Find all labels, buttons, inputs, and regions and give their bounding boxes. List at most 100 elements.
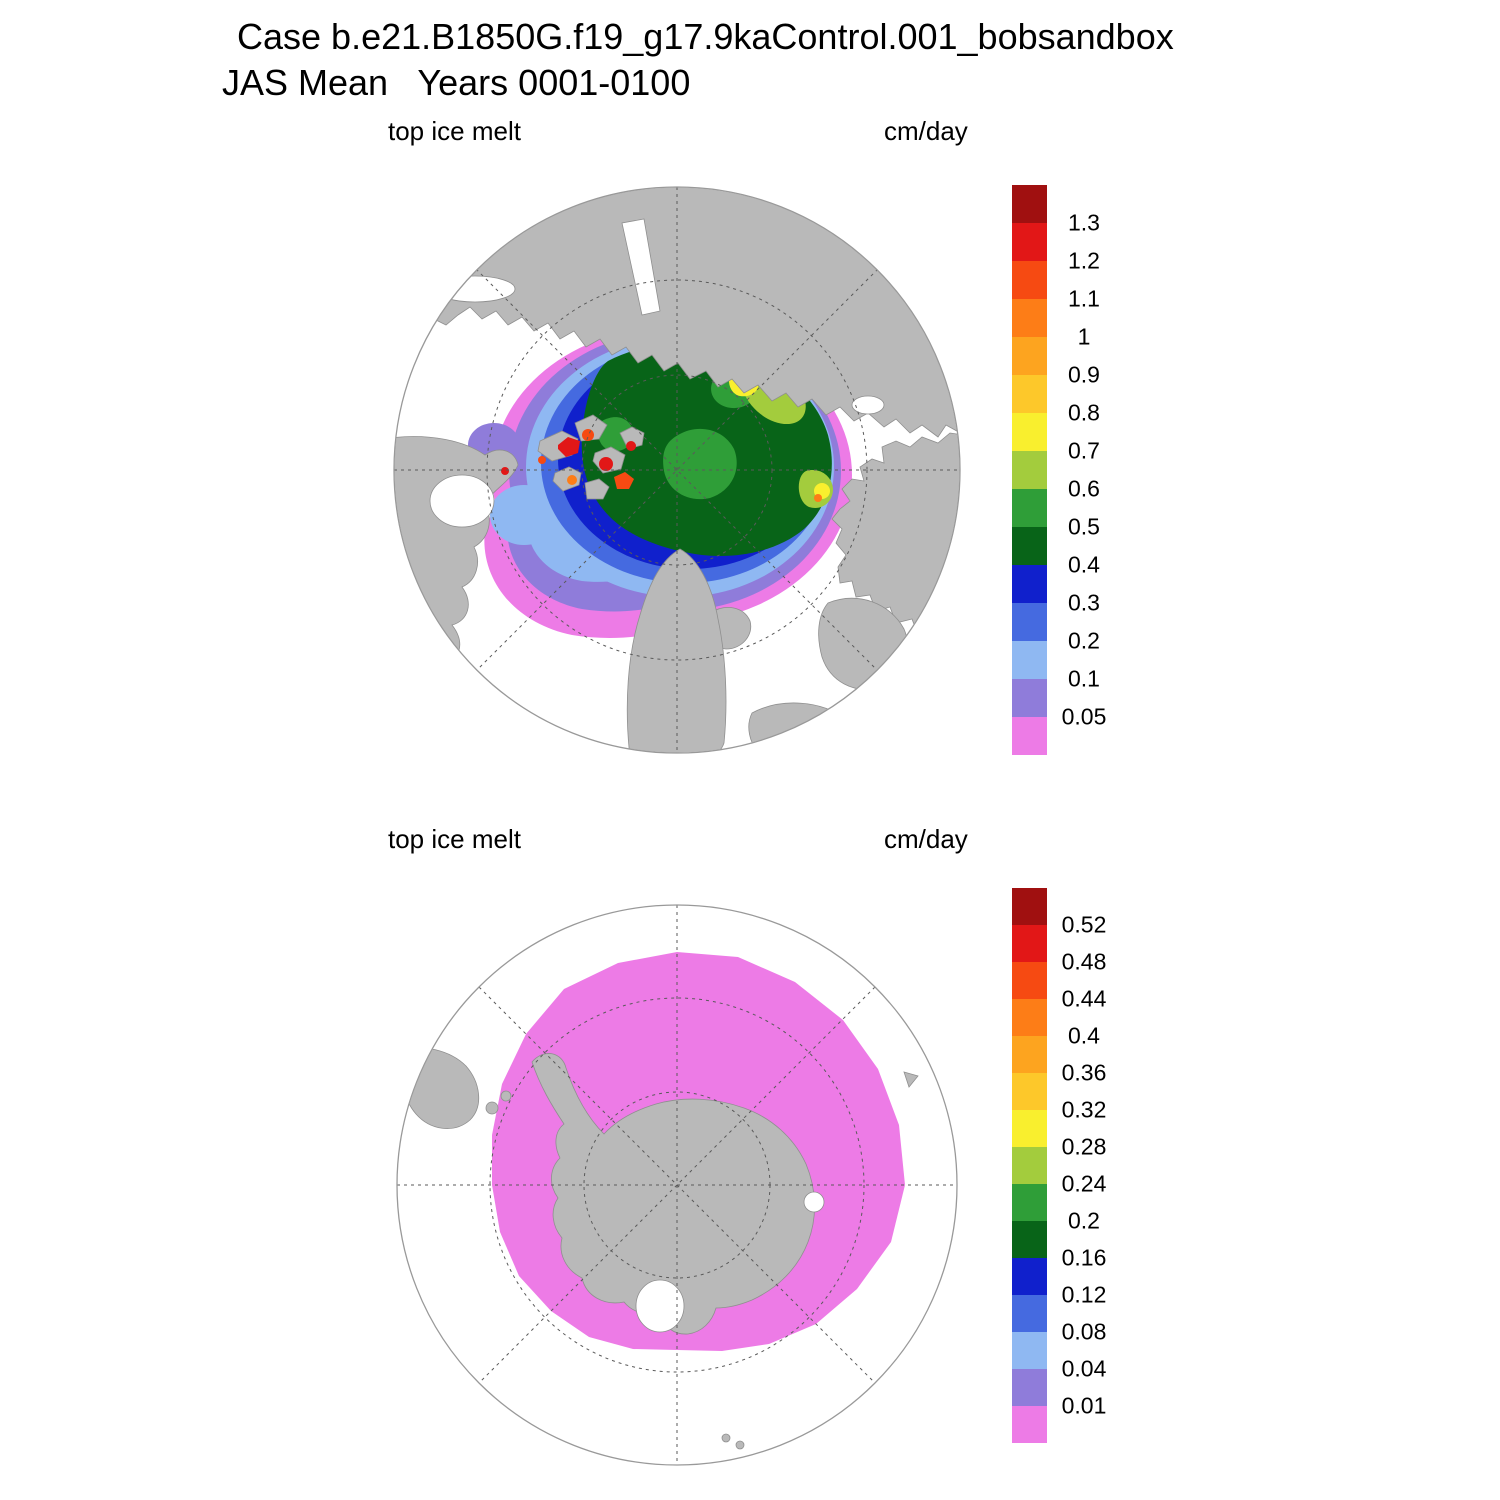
colorbar-south: 0.52 0.48 0.44 0.4 0.36 0.32 0.28 0.24 0.2 0.16 0.… bbox=[1012, 888, 1162, 1443]
melt-1.1-1.2 bbox=[614, 472, 634, 489]
south-graticule bbox=[397, 905, 957, 1465]
melt-1.1-1.2 bbox=[582, 429, 594, 441]
colorbar-tick-label: 0.05 bbox=[1061, 703, 1107, 730]
colorbar-tick-label: 0.01 bbox=[1061, 1392, 1107, 1419]
east-ice-shelf-notch bbox=[803, 1191, 825, 1213]
colorbar-tick-label: 0.2 bbox=[1068, 627, 1100, 654]
colorbar-segment bbox=[1012, 925, 1047, 962]
colorbar-tick-label: 0.4 bbox=[1068, 1022, 1100, 1049]
colorbar-tick-label: 0.7 bbox=[1068, 437, 1100, 464]
colorbar-tick-label: 0.5 bbox=[1068, 513, 1100, 540]
greenland bbox=[626, 548, 727, 753]
eurasia-landmass bbox=[394, 187, 960, 438]
colorbar-north-colors bbox=[1012, 185, 1047, 755]
colorbar-segment bbox=[1012, 888, 1047, 925]
inland-sea bbox=[434, 275, 516, 303]
colorbar-tick-label: 0.6 bbox=[1068, 475, 1100, 502]
colorbar-segment bbox=[1012, 1406, 1047, 1443]
colorbar-tick-label: 1.2 bbox=[1068, 247, 1100, 274]
colorbar-segment bbox=[1012, 603, 1047, 641]
colorbar-north: 1.3 1.2 1.1 1 0.9 0.8 0.7 0.6 0.5 0.4 0.3 0.2 0.1 0.0… bbox=[1012, 185, 1162, 755]
north-units-label: cm/day bbox=[884, 116, 968, 146]
small-island bbox=[721, 1433, 731, 1443]
colorbar-segment bbox=[1012, 1258, 1047, 1295]
north-field-label: top ice melt bbox=[388, 116, 521, 146]
colorbar-segment bbox=[1012, 261, 1047, 299]
colorbar-tick-label: 0.04 bbox=[1061, 1355, 1107, 1382]
ross-ice-shelf-notch bbox=[635, 1279, 685, 1333]
colorbar-tick-label: 0.28 bbox=[1061, 1133, 1107, 1160]
melt-1.0-1.1 bbox=[814, 494, 822, 502]
south-field-label: top ice melt bbox=[388, 824, 521, 854]
small-island bbox=[903, 1071, 919, 1088]
colorbar-segment bbox=[1012, 565, 1047, 603]
archipelago-island bbox=[552, 466, 582, 492]
colorbar-segment bbox=[1012, 337, 1047, 375]
colorbar-segment bbox=[1012, 679, 1047, 717]
figure-title-line2: JAS Mean Years 0001-0100 bbox=[222, 62, 691, 103]
colorbar-north-labels: 1.3 1.2 1.1 1 0.9 0.8 0.7 0.6 0.5 0.4 0.3 0.2 0.1 0.0… bbox=[1012, 185, 1162, 755]
colorbar-segment bbox=[1012, 1295, 1047, 1332]
small-island bbox=[735, 1440, 745, 1450]
colorbar-tick-label: 0.52 bbox=[1061, 911, 1107, 938]
colorbar-tick-label: 0.32 bbox=[1061, 1096, 1107, 1123]
figure-title-line1: Case b.e21.B1850G.f19_g17.9kaControl.001… bbox=[237, 16, 1174, 57]
colorbar-tick-label: 0.8 bbox=[1068, 399, 1100, 426]
colorbar-tick-label: 1.1 bbox=[1068, 285, 1100, 312]
colorbar-tick-label: 0.12 bbox=[1061, 1281, 1107, 1308]
colorbar-tick-label: 0.16 bbox=[1061, 1244, 1107, 1271]
colorbar-tick-label: 0.4 bbox=[1068, 551, 1100, 578]
south-units-label: cm/day bbox=[884, 824, 968, 854]
colorbar-tick-label: 0.1 bbox=[1068, 665, 1100, 692]
colorbar-segment bbox=[1012, 1147, 1047, 1184]
colorbar-segment bbox=[1012, 451, 1047, 489]
colorbar-segment bbox=[1012, 375, 1047, 413]
colorbar-segment bbox=[1012, 1110, 1047, 1147]
melt-1.0-1.1 bbox=[567, 475, 577, 485]
colorbar-segment bbox=[1012, 489, 1047, 527]
map-south-polar bbox=[396, 904, 958, 1466]
archipelago-island bbox=[584, 478, 610, 500]
colorbar-south-colors bbox=[1012, 888, 1047, 1443]
hudson-bay bbox=[429, 474, 495, 528]
colorbar-segment bbox=[1012, 1369, 1047, 1406]
colorbar-segment bbox=[1012, 641, 1047, 679]
colorbar-segment bbox=[1012, 1036, 1047, 1073]
melt-1.2-1.3 bbox=[558, 437, 580, 457]
colorbar-tick-label: 1.3 bbox=[1068, 209, 1100, 236]
colorbar-tick-label: 1 bbox=[1077, 323, 1091, 350]
colorbar-segment bbox=[1012, 1221, 1047, 1258]
colorbar-segment bbox=[1012, 962, 1047, 999]
colorbar-segment bbox=[1012, 527, 1047, 565]
lake bbox=[851, 395, 885, 415]
melt-1.1-1.2 bbox=[538, 456, 546, 464]
south-land bbox=[399, 1047, 919, 1450]
south-map-boundary bbox=[396, 904, 958, 1466]
melt-0.5-0.6 bbox=[663, 428, 737, 500]
colorbar-tick-label: 0.24 bbox=[1061, 1170, 1107, 1197]
strait-channel bbox=[621, 218, 661, 316]
melt-1.2-1.3 bbox=[599, 457, 613, 471]
colorbar-tick-label: 0.44 bbox=[1061, 985, 1107, 1012]
colorbar-tick-label: 0.9 bbox=[1068, 361, 1100, 388]
bottom-right-landmass bbox=[748, 702, 858, 753]
colorbar-tick-label: 0.36 bbox=[1061, 1059, 1107, 1086]
colorbar-segment bbox=[1012, 1073, 1047, 1110]
colorbar-tick-label: 0.08 bbox=[1061, 1318, 1107, 1345]
colorbar-tick-label: 0.48 bbox=[1061, 948, 1107, 975]
melt-1.2-1.3 bbox=[626, 441, 636, 451]
north-high-melt-spots bbox=[501, 429, 636, 489]
melt-1.2-1.3 bbox=[501, 467, 509, 475]
north-graticule bbox=[394, 187, 960, 753]
colorbar-segment bbox=[1012, 413, 1047, 451]
colorbar-segment bbox=[1012, 223, 1047, 261]
small-island bbox=[500, 1090, 512, 1102]
colorbar-segment bbox=[1012, 299, 1047, 337]
colorbar-south-labels: 0.52 0.48 0.44 0.4 0.36 0.32 0.28 0.24 0.2 0.16 0.… bbox=[1012, 888, 1162, 1443]
colorbar-segment bbox=[1012, 717, 1047, 755]
small-island bbox=[485, 1101, 499, 1115]
antarctica bbox=[531, 1053, 815, 1335]
colorbar-segment bbox=[1012, 999, 1047, 1036]
colorbar-tick-label: 0.2 bbox=[1068, 1207, 1100, 1234]
